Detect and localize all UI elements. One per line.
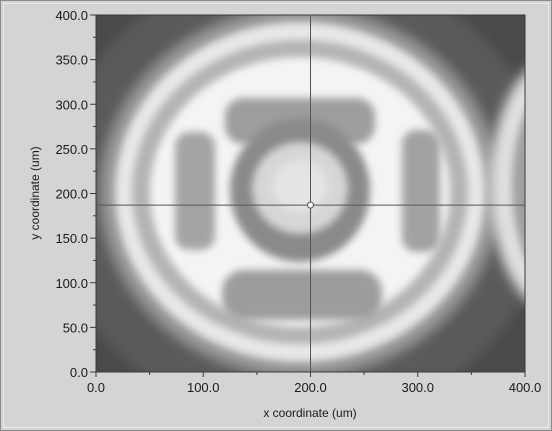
y-tick-label: 50.0 [63,320,88,335]
cursor-crosshair[interactable] [96,15,525,372]
heatmap-right-pad [402,130,440,252]
cursor-handle[interactable] [307,201,314,209]
y-axis: 0.0 50.0 100.0 150.0 200.0 250.0 300.0 350.0 400… [55,8,96,380]
heatmap-central-spot [272,160,328,212]
y-tick-label: 300.0 [55,97,88,112]
x-tick-label: 0.0 [87,380,105,395]
y-axis-title: y coordinate (um) [28,146,42,239]
y-tick-label: 200.0 [55,187,88,202]
y-tick-label: 250.0 [55,142,88,157]
x-tick-label: 100.0 [187,380,220,395]
x-tick-label: 200.0 [294,380,327,395]
y-tick-label: 150.0 [55,231,88,246]
panel-bevel [3,3,549,428]
heatmap-right-feature [490,72,525,298]
x-axis-title: x coordinate (um) [263,406,356,420]
x-axis: 0.0 100.0 200.0 300.0 400.0 [87,372,541,395]
y-tick-label: 100.0 [55,276,88,291]
heatmap-left-pad [175,132,215,250]
y-tick-label: 350.0 [55,53,88,68]
y-tick-label: 0.0 [70,365,88,380]
x-tick-label: 400.0 [509,380,542,395]
y-tick-label: 400.0 [55,8,88,23]
heatmap-bottom-pad [222,270,382,320]
x-tick-label: 300.0 [401,380,434,395]
heatmap-image[interactable] [50,0,552,425]
heatmap-right-feature-core [512,113,525,257]
